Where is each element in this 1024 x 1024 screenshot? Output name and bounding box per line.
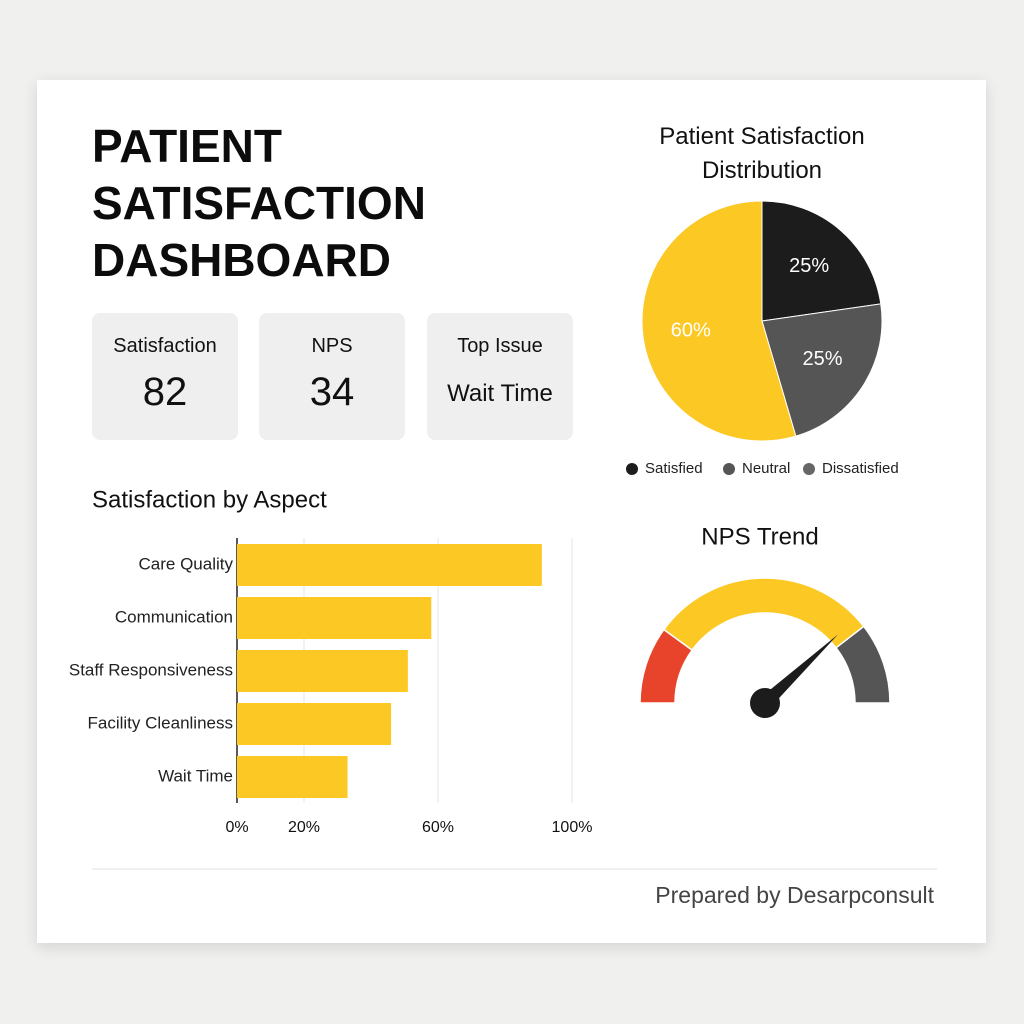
kpi-value: Wait Time [447, 380, 553, 407]
slice-label: 60% [671, 320, 711, 342]
pie-slice [761, 200, 882, 322]
x-tick-label: 0% [225, 819, 248, 836]
legend-swatch [626, 463, 638, 475]
bar [237, 650, 408, 692]
kpi-label: NPS [311, 335, 353, 357]
y-tick-label: Care Quality [139, 554, 234, 573]
kpi-label: Satisfaction [113, 335, 217, 357]
bar [237, 597, 432, 639]
pie-title: Patient Satisfaction Distribution [659, 123, 865, 184]
legend-swatch [723, 463, 735, 475]
bar-title: Satisfaction by Aspect [92, 486, 327, 513]
dashboard-title: PATIENT SATISFACTION DASHBOARD [92, 120, 426, 286]
x-tick-label: 100% [552, 819, 593, 836]
kpi-value: 34 [309, 370, 355, 414]
pie-slice [761, 303, 883, 437]
legend-swatch [803, 463, 815, 475]
kpi-card: Satisfaction 82 [92, 313, 238, 440]
legend-label: Satisfied [645, 460, 703, 477]
slice-label: 25% [803, 348, 843, 370]
y-tick-label: Staff Responsiveness [69, 660, 233, 679]
bar [237, 756, 348, 798]
gauge-band [662, 577, 865, 652]
bar [237, 544, 542, 586]
footer-text: Prepared by Desarpconsult [655, 882, 934, 908]
y-tick-label: Wait Time [158, 766, 233, 785]
pie-slice [641, 200, 797, 442]
x-tick-label: 60% [422, 819, 454, 836]
kpi-card: NPS 34 [259, 313, 405, 440]
y-tick-label: Communication [115, 607, 233, 626]
x-tick-label: 20% [288, 819, 320, 836]
bar [237, 703, 392, 745]
gauge-band [835, 625, 891, 704]
slice-label: 25% [789, 255, 829, 277]
y-tick-label: Facility Cleanliness [88, 713, 234, 732]
legend-label: Dissatisfied [822, 460, 899, 477]
gauge-hub [750, 688, 780, 718]
gauge-needle [760, 634, 838, 709]
kpi-card: Top Issue Wait Time [427, 313, 573, 440]
gauge-title: NPS Trend [701, 523, 818, 550]
legend-label: Neutral [742, 460, 790, 477]
kpi-label: Top Issue [457, 335, 543, 357]
kpi-value: 82 [142, 370, 188, 414]
